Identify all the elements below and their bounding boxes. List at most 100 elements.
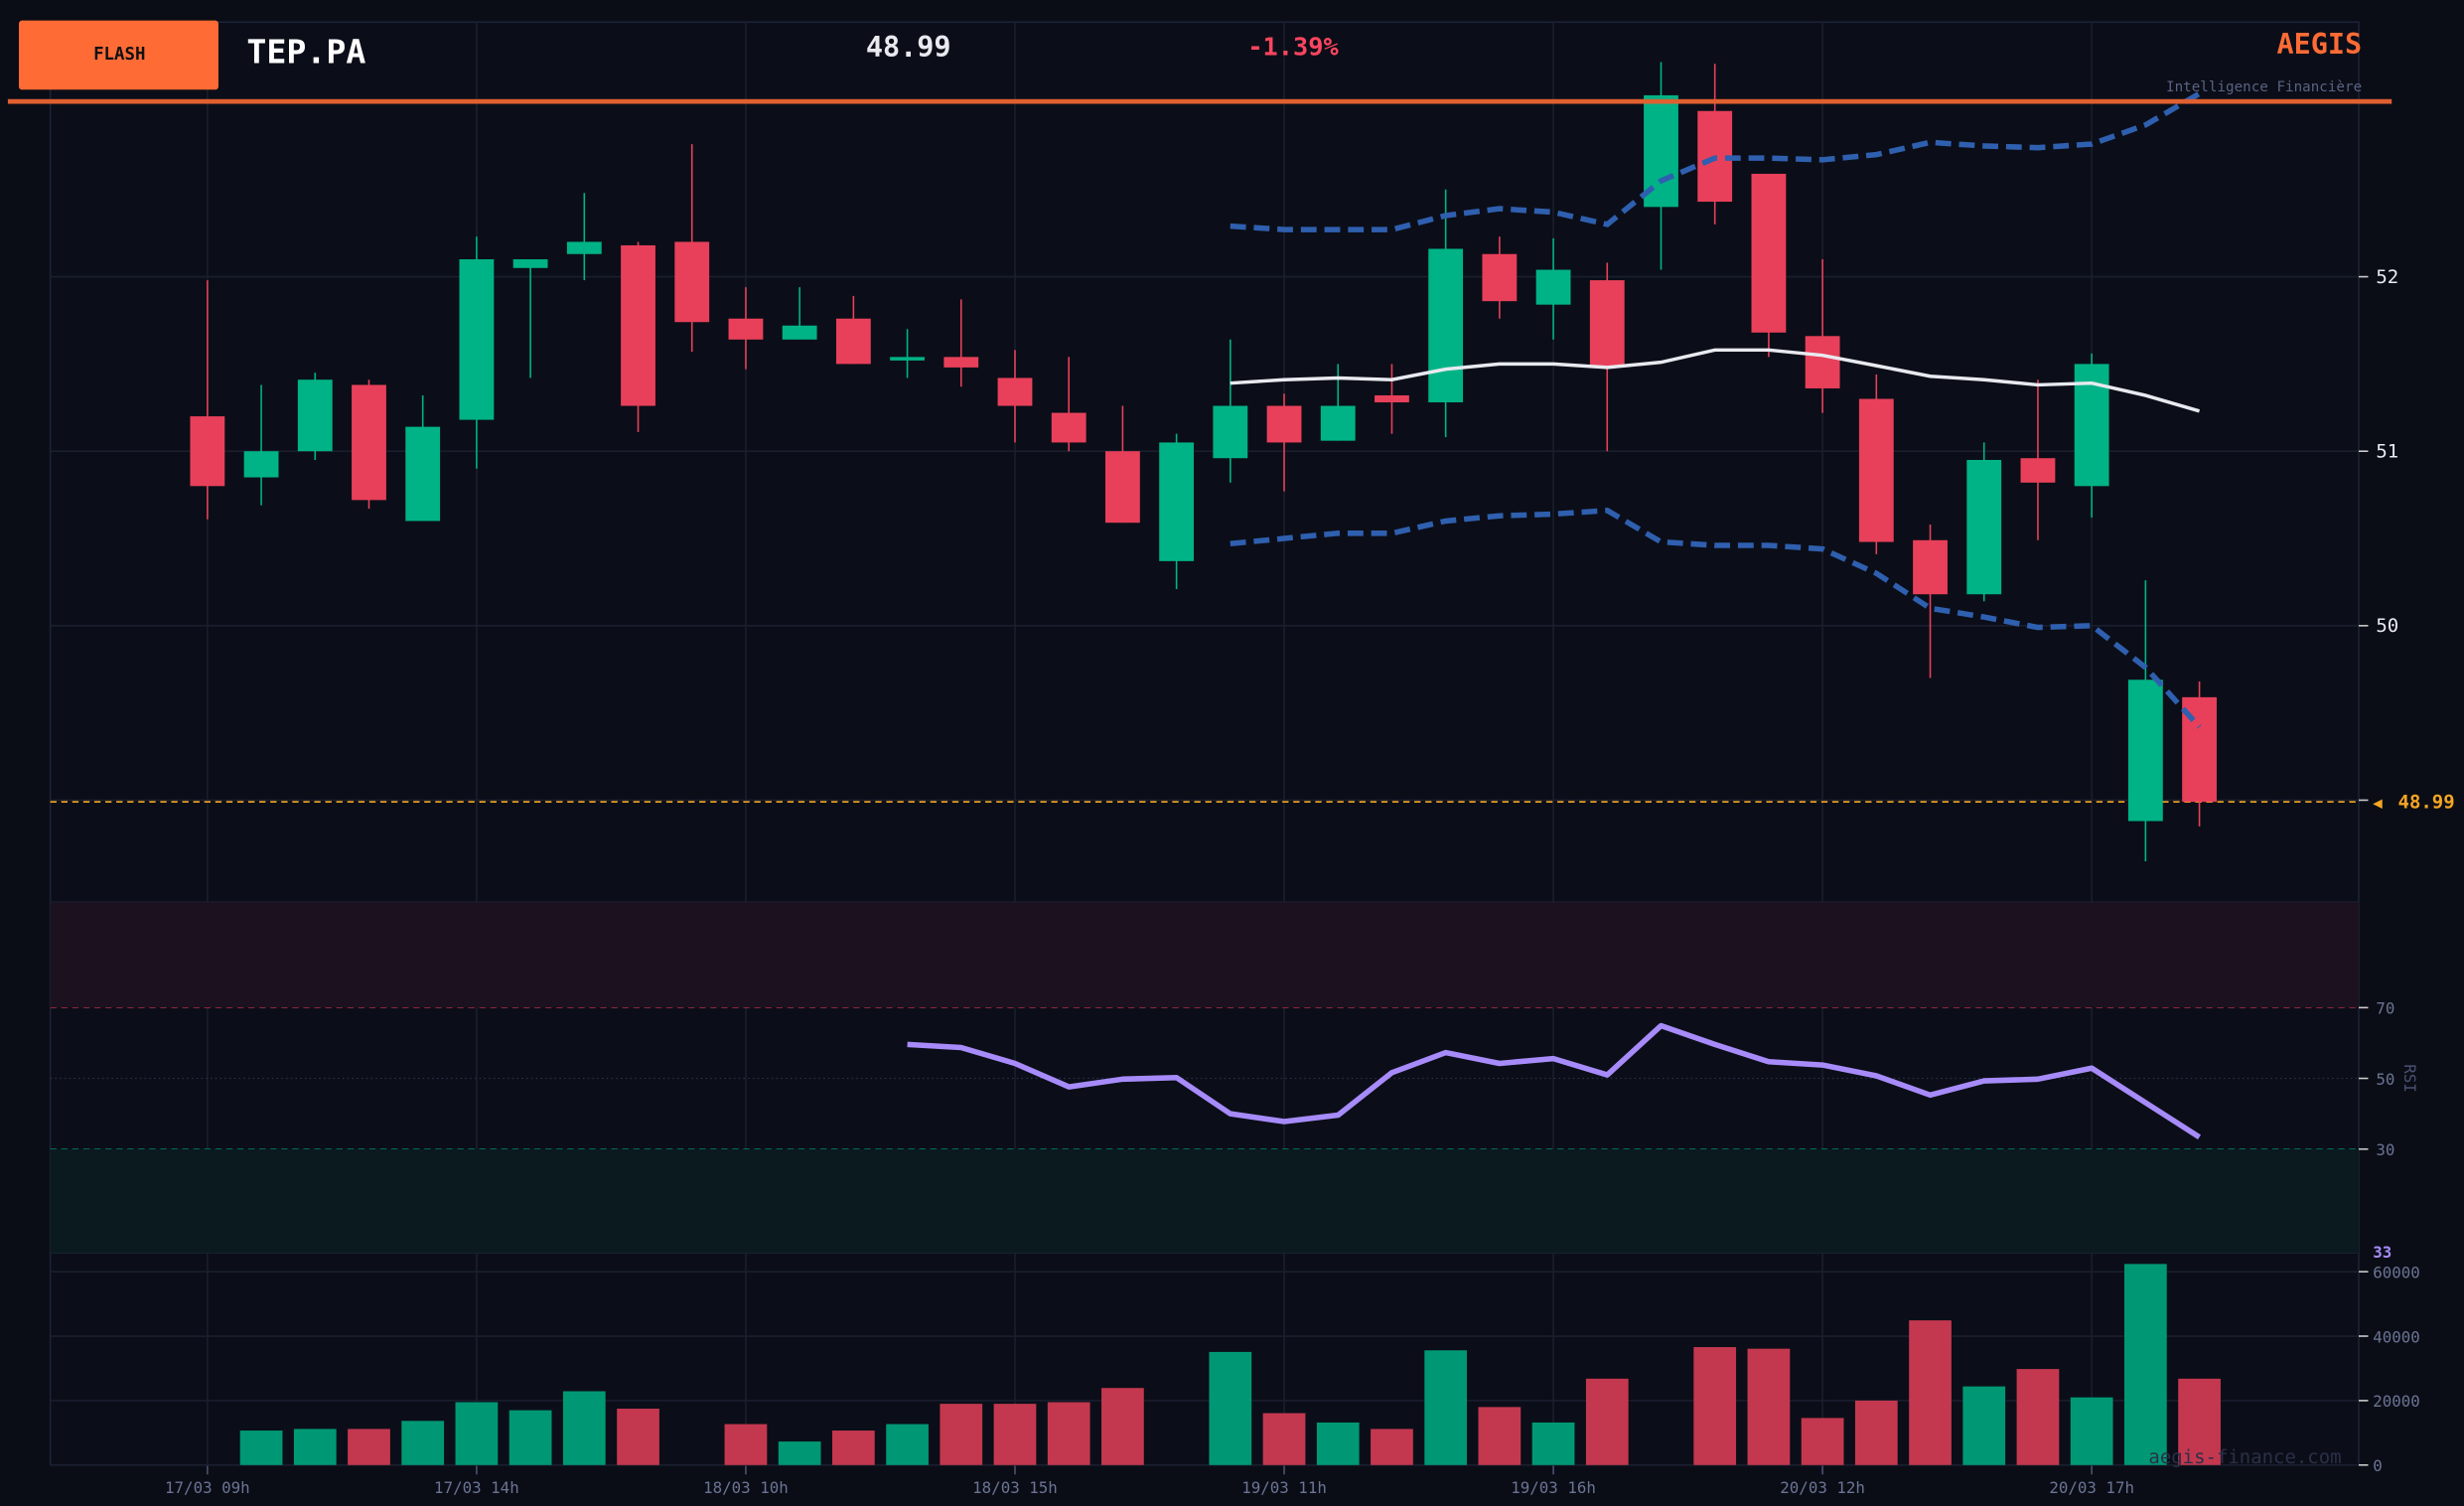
candle [243, 384, 279, 506]
candle-body [1482, 253, 1518, 302]
rsi-tick-label: 50 [2376, 1070, 2394, 1089]
brand-tagline: Intelligence Financière [2166, 79, 2362, 95]
candle [1428, 189, 1464, 438]
candle [621, 241, 655, 432]
volume-bar [2016, 1369, 2060, 1465]
candle [1966, 442, 2002, 602]
candle [2182, 681, 2217, 827]
bollinger-upper-line [1230, 90, 2201, 232]
candle-body [943, 357, 979, 368]
volume-bar [1209, 1351, 1252, 1465]
x-tick-label: 20/03 12h [1780, 1478, 1865, 1497]
volume-bar [1747, 1348, 1791, 1465]
volume-bar [1424, 1350, 1468, 1465]
volume-bar [1531, 1422, 1575, 1465]
volume-bar [886, 1424, 929, 1465]
candle-body [890, 357, 925, 361]
price-change: -1.39% [1247, 32, 1339, 61]
candle [297, 373, 333, 460]
candle [728, 287, 764, 370]
candle [1482, 236, 1518, 319]
price-tick-label: 50 [2376, 615, 2398, 637]
volume-tick-label: 40000 [2373, 1327, 2420, 1346]
candle-body [190, 416, 225, 487]
volume-bar [401, 1421, 445, 1465]
candle [1535, 237, 1571, 340]
candle-body [512, 259, 548, 268]
candle [1913, 524, 1948, 678]
candle [190, 280, 225, 520]
volume-bar [940, 1404, 983, 1465]
volume-bar [1101, 1388, 1144, 1465]
volume-bar [1801, 1418, 1844, 1465]
volume-bar [562, 1391, 606, 1465]
candle-body [1320, 405, 1356, 441]
candle [674, 144, 710, 353]
volume-bar [293, 1429, 337, 1465]
candle-body [2020, 458, 2056, 483]
last-price-arrow-icon: ◀ [2373, 793, 2383, 812]
volume-bar [239, 1431, 283, 1465]
flash-badge-label: FLASH [93, 45, 145, 65]
x-tick-label: 18/03 10h [703, 1478, 789, 1497]
candle [997, 350, 1033, 443]
candle [835, 295, 871, 365]
candle-body [1589, 280, 1625, 368]
candle [1751, 173, 1787, 358]
x-tick-label: 19/03 16h [1511, 1478, 1596, 1497]
candle [943, 299, 979, 387]
candle [1051, 357, 1087, 452]
volume-bar [617, 1409, 659, 1465]
watermark: aegis-finance.com [2148, 1446, 2341, 1468]
candle-body [1805, 336, 1840, 388]
volume-bar [724, 1424, 768, 1465]
candle-body [2127, 679, 2163, 822]
candle [1320, 364, 1356, 441]
volume-bar [508, 1410, 552, 1465]
ticker-symbol: TEP.PA [246, 32, 365, 71]
candle-body [782, 325, 817, 340]
candle-body [405, 426, 441, 522]
candle [566, 193, 602, 281]
candle [1858, 374, 1894, 554]
candle [512, 259, 548, 378]
volume-bar [2124, 1264, 2167, 1465]
rsi-tick-label: 30 [2376, 1140, 2394, 1159]
volume-bar [1962, 1386, 2006, 1465]
volume-bar [348, 1429, 390, 1465]
rsi-oversold-zone [50, 1148, 2359, 1254]
candle-body [1159, 442, 1195, 561]
volume-bar [1909, 1320, 1952, 1465]
candle-body [459, 259, 495, 420]
flash-badge [18, 20, 218, 90]
candle-body [1105, 451, 1140, 524]
volume-bar [832, 1431, 875, 1465]
candle-body [997, 377, 1033, 406]
candle [1805, 259, 1840, 413]
rsi-tick-label: 70 [2376, 999, 2394, 1018]
candle-body [621, 244, 655, 406]
candle [1159, 433, 1195, 589]
price-tick-label: 51 [2376, 441, 2398, 463]
candle [1375, 364, 1409, 434]
price-tick-label: 52 [2376, 266, 2398, 288]
candle-body [674, 241, 710, 323]
rsi-line [907, 1022, 2202, 1140]
current-price: 48.99 [866, 31, 951, 64]
candle [1105, 405, 1140, 524]
candle-body [1751, 173, 1787, 333]
volume-bar [1262, 1413, 1306, 1465]
volume-bar [455, 1402, 499, 1465]
candle-body [1266, 405, 1302, 443]
volume-bar [1585, 1378, 1629, 1465]
candle-body [352, 384, 386, 501]
candle [1266, 393, 1302, 492]
volume-bar [1854, 1400, 1898, 1465]
last-price-label: 48.99 [2398, 791, 2455, 813]
candle-body [566, 241, 602, 254]
candle [1213, 339, 1248, 483]
volume-tick-label: 20000 [2373, 1392, 2420, 1411]
candle-body [1051, 412, 1087, 443]
candle-body [297, 379, 333, 452]
